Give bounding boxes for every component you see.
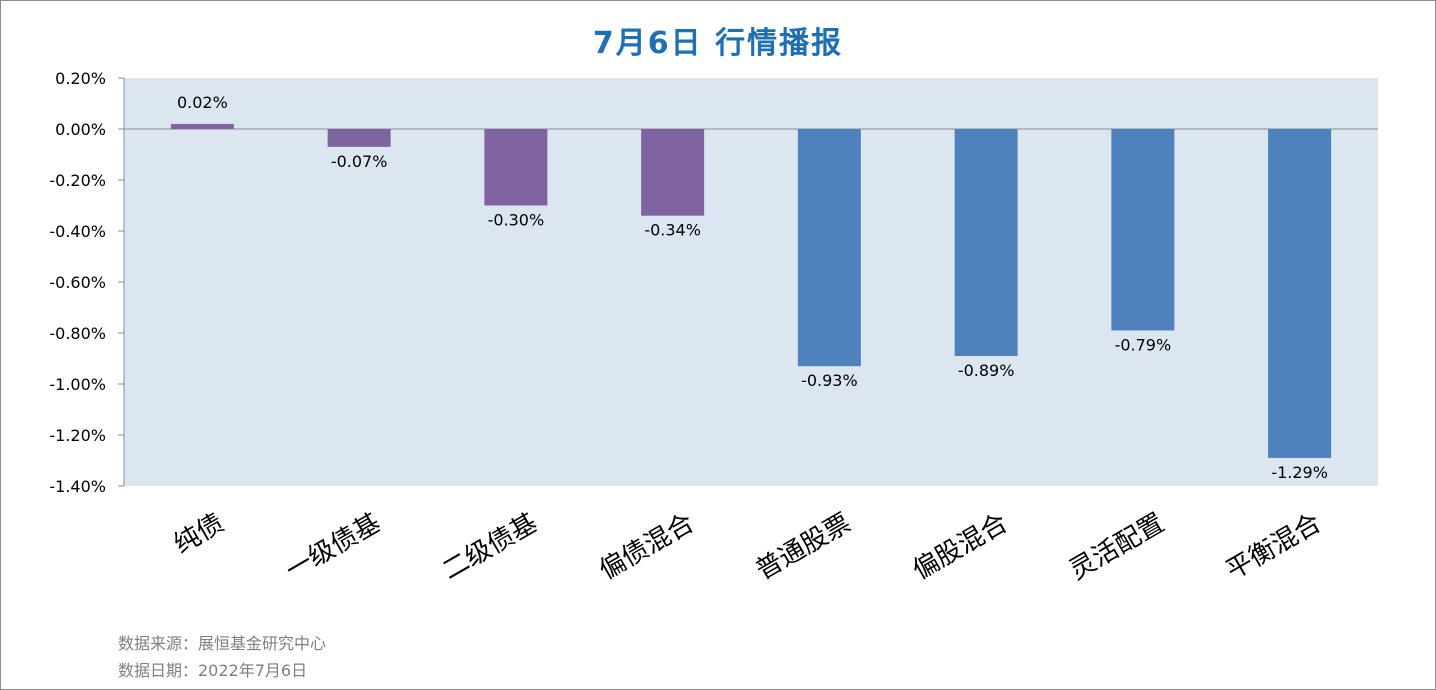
y-tick-label: 0.00% [55, 120, 106, 139]
y-tick-label: -1.00% [49, 375, 106, 394]
bar [641, 129, 705, 216]
bar [1111, 129, 1175, 331]
data-label: -0.93% [801, 371, 858, 390]
data-label: -0.07% [331, 152, 388, 171]
data-label: -1.29% [1271, 463, 1328, 482]
data-label: 0.02% [177, 93, 228, 112]
bar [797, 129, 861, 367]
data-label: -0.34% [644, 221, 701, 240]
y-tick-label: -0.80% [49, 324, 106, 343]
bar [954, 129, 1018, 356]
plot-area [124, 78, 1378, 486]
x-tick-label: 灵活配置 [1064, 508, 1169, 586]
y-tick-label: -1.40% [49, 477, 106, 496]
x-tick-label: 平衡混合 [1221, 508, 1326, 586]
y-tick-label: -1.20% [49, 426, 106, 445]
y-tick-label: -0.20% [49, 171, 106, 190]
data-label: -0.89% [958, 361, 1015, 380]
chart-title: 7月6日 行情播报 [592, 26, 844, 61]
data-label: -0.79% [1115, 335, 1172, 354]
bar [170, 123, 234, 129]
y-tick-label: 0.20% [55, 69, 106, 88]
bar [1268, 129, 1332, 458]
source-note: 数据来源：展恒基金研究中心 [118, 634, 327, 653]
bar [484, 129, 548, 206]
x-tick-label: 普通股票 [751, 508, 856, 586]
data-label: -0.30% [488, 211, 545, 230]
x-tick-label: 一级债基 [281, 508, 386, 586]
x-tick-label: 偏股混合 [908, 508, 1013, 586]
bars [170, 123, 1332, 458]
x-tick-label: 二级债基 [437, 508, 542, 586]
y-tick-label: -0.40% [49, 222, 106, 241]
x-tick-label: 纯债 [169, 508, 229, 560]
bar [327, 129, 391, 147]
y-tick-label: -0.60% [49, 273, 106, 292]
x-tick-label: 偏债混合 [594, 508, 699, 586]
data-labels: 0.02% -0.07% -0.30% -0.34% -0.93% -0.89% -0.79… [177, 93, 1328, 482]
x-axis-labels: 纯债 一级债基 二级债基 偏债混合 普通股票 偏股混合 灵活配置 平衡混合 [169, 508, 1326, 586]
date-note: 数据日期：2022年7月6日 [118, 661, 308, 680]
